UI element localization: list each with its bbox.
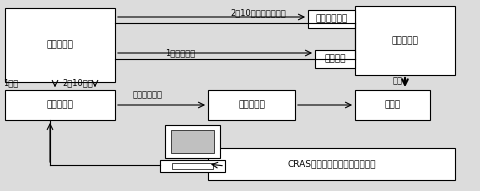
Bar (165, 125, 219, 158)
Text: 测试试验台: 测试试验台 (391, 36, 418, 45)
Text: 力传感器: 力传感器 (324, 54, 345, 63)
Bar (207, 148, 454, 180)
Text: 加速度传感器: 加速度传感器 (315, 15, 347, 23)
Text: 2～10通道: 2～10通道 (62, 78, 93, 87)
Bar (5, 8, 115, 82)
Text: 数字分析仪: 数字分析仪 (47, 100, 73, 109)
Text: 激振器: 激振器 (384, 100, 400, 109)
Text: 1通道力信号: 1通道力信号 (165, 48, 195, 57)
Bar (171, 130, 214, 153)
Text: 顶杆: 顶杆 (392, 76, 402, 85)
Text: 电荷放大器: 电荷放大器 (47, 40, 73, 49)
Bar (160, 160, 225, 172)
Bar (314, 50, 354, 68)
Text: 2～10通道加速度信号: 2～10通道加速度信号 (229, 8, 285, 17)
Bar (307, 10, 354, 28)
Bar (172, 163, 213, 169)
Bar (207, 90, 294, 120)
Bar (5, 90, 115, 120)
Bar (354, 90, 429, 120)
Text: 正弦扫频信号: 正弦扫频信号 (133, 90, 163, 99)
Text: 功率放大器: 功率放大器 (238, 100, 264, 109)
Text: 1通道: 1通道 (3, 78, 18, 87)
Bar (354, 6, 454, 75)
Text: CRAS正弦扫频激振模态试验软件: CRAS正弦扫频激振模态试验软件 (287, 159, 375, 168)
